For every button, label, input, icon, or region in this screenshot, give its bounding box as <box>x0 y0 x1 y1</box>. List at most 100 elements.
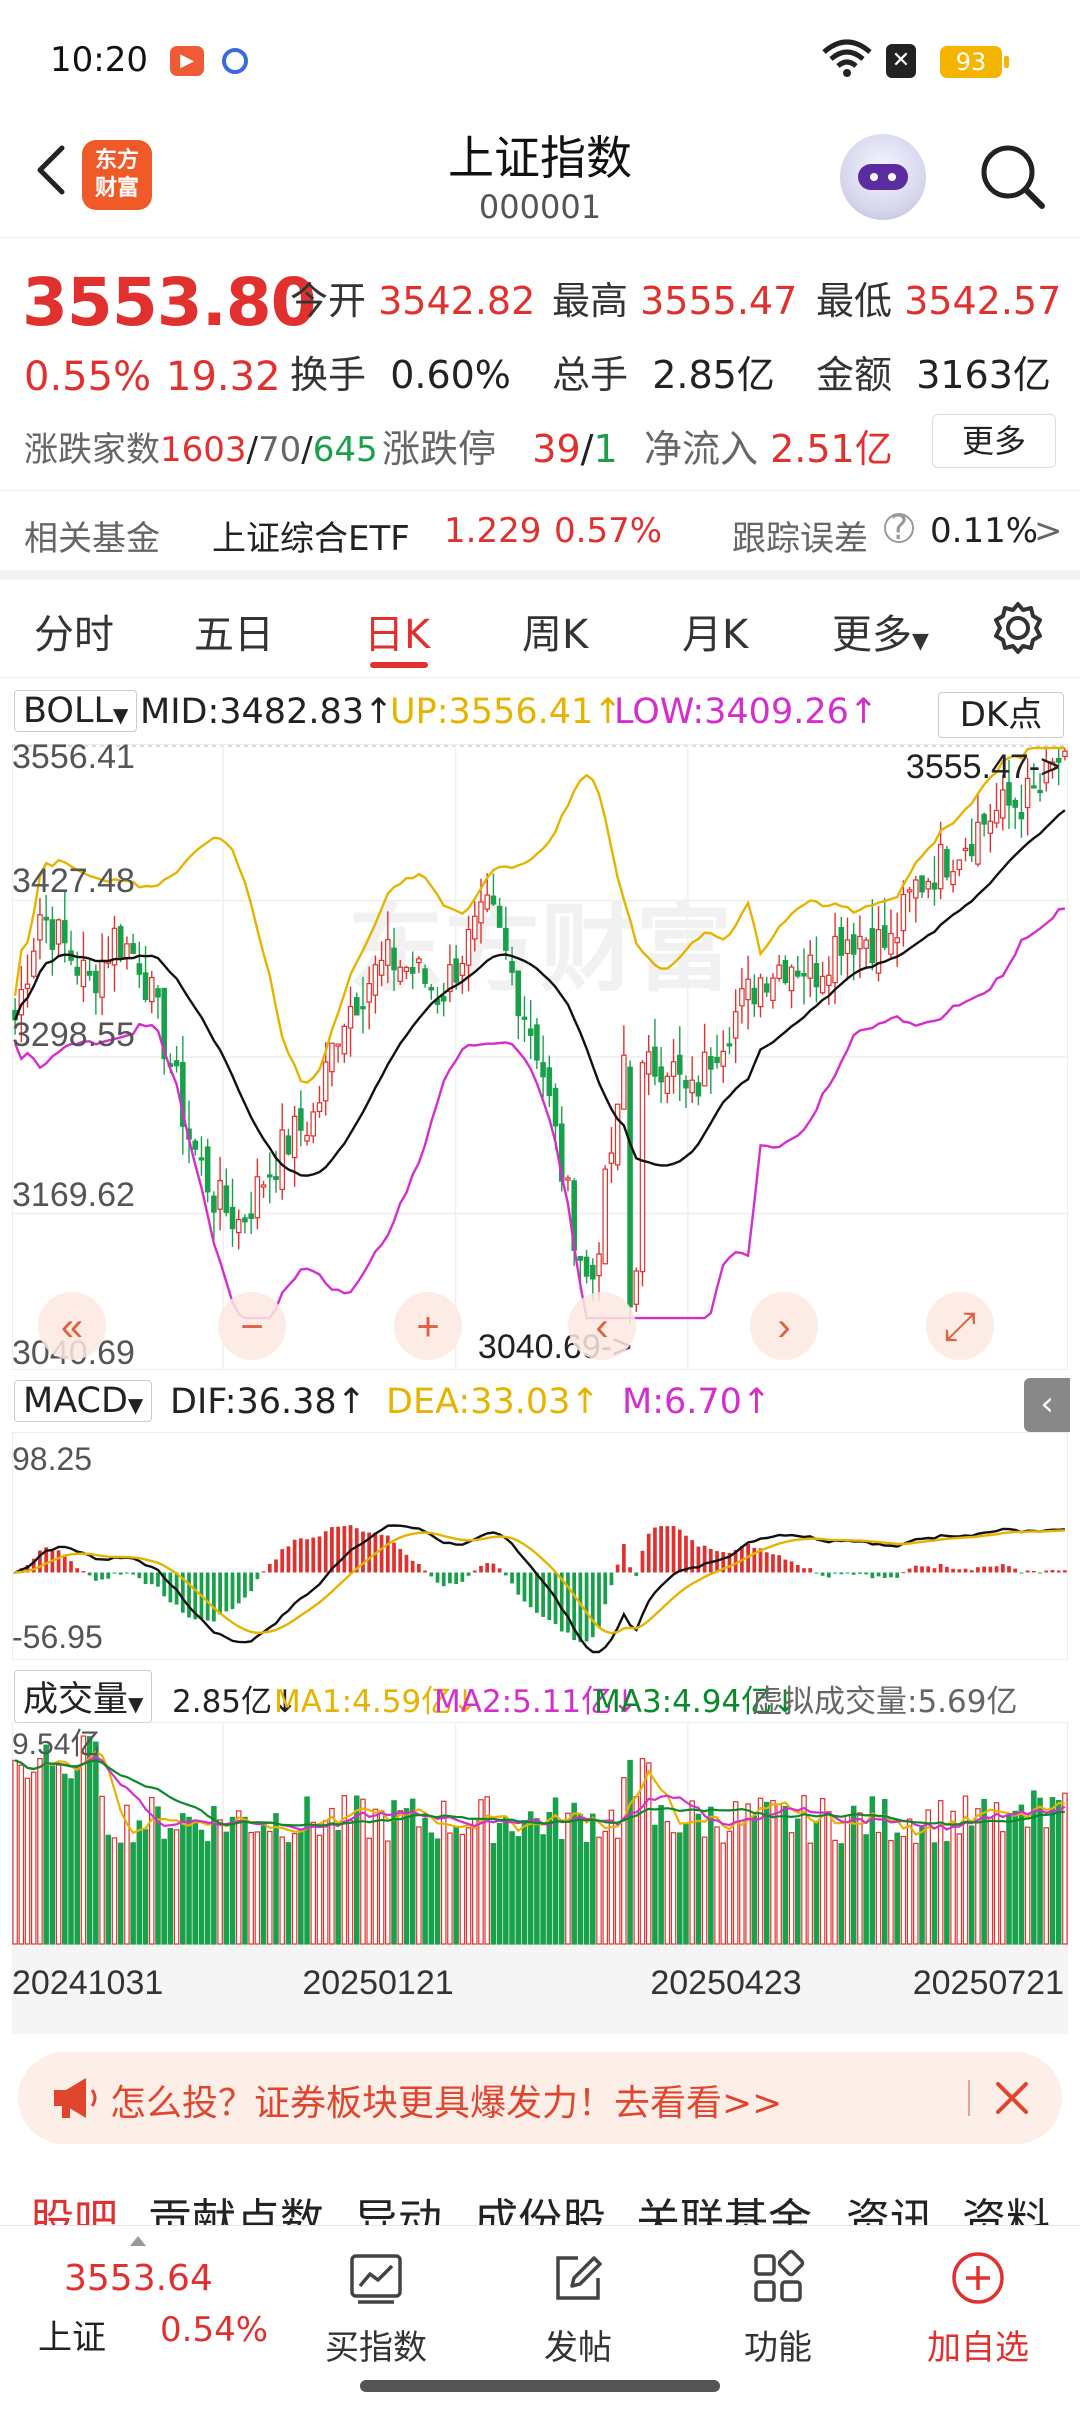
macd-bar <box>1007 1566 1011 1573</box>
candle-body <box>192 1140 199 1150</box>
macd-bar <box>193 1572 198 1620</box>
tab-related-funds[interactable]: 关联基金 <box>636 2195 812 2230</box>
active-tab-indicator <box>370 662 428 668</box>
related-fund-row[interactable]: 相关基金 上证综合ETF 1.229 0.57% 跟踪误差 ? 0.11% > <box>0 490 1080 580</box>
volume-bar <box>577 1814 584 1945</box>
macd-bar <box>342 1526 347 1573</box>
macd-bar <box>404 1554 409 1573</box>
macd-bar <box>143 1572 148 1584</box>
tab-more[interactable]: 更多▼ <box>832 602 929 660</box>
control-glyph: − <box>240 1305 263 1349</box>
candle-body <box>447 964 453 993</box>
volume-bar <box>360 1798 366 1945</box>
tab-profile[interactable]: 资料 <box>962 2195 1050 2230</box>
macd-bar <box>162 1572 167 1597</box>
volume-bar <box>540 1834 546 1945</box>
collapse-panel-icon[interactable]: ‹ <box>1024 1378 1070 1432</box>
buy-index-button[interactable]: 买指数 <box>306 2248 446 2369</box>
volume-ma1-value: MA1:4.59亿 <box>274 1684 453 1720</box>
expand-up-icon[interactable] <box>130 2236 146 2246</box>
macd-bar <box>746 1543 750 1573</box>
tab-weekly-k[interactable]: 周K <box>522 612 589 658</box>
volume-bar <box>242 1816 248 1945</box>
volume-selector[interactable]: 成交量▼ <box>14 1670 153 1723</box>
scroll-right-icon[interactable]: › <box>750 1292 818 1360</box>
grid-apps-icon <box>754 2249 805 2302</box>
control-bg <box>750 1292 818 1360</box>
post-button[interactable]: 发帖 <box>508 2248 648 2369</box>
volume-bar <box>440 1800 447 1945</box>
macd-grid <box>12 1432 1068 1660</box>
volume-bar <box>975 1808 981 1945</box>
volume-bar <box>894 1832 900 1945</box>
tab-contribution[interactable]: 贡献点数 <box>148 2195 324 2230</box>
mini-quote-name: 上证 <box>38 2318 106 2358</box>
candle-body <box>465 928 472 966</box>
tab-constituents[interactable]: 成份股 <box>474 2195 606 2230</box>
close-icon[interactable] <box>988 2074 1036 2122</box>
volume-top-label: 9.54亿 <box>12 1728 100 1761</box>
candle-body <box>55 919 62 945</box>
macd-bar <box>727 1552 732 1573</box>
candle-body <box>173 1060 180 1067</box>
scroll-left-icon[interactable]: ‹ <box>568 1292 636 1360</box>
volume-bar <box>490 1843 497 1945</box>
macd-bar <box>789 1561 794 1573</box>
candle-body <box>652 1046 658 1077</box>
chart-controls: « − + ‹ › ⤢ <box>38 1292 994 1360</box>
candle-body <box>472 915 478 940</box>
y-axis-label: 3556.41 <box>12 744 135 776</box>
tab-monthly-k[interactable]: 月K <box>682 612 749 658</box>
candle-body <box>676 1054 683 1075</box>
advancers: 1603 <box>160 430 247 470</box>
macd-bar <box>510 1572 514 1584</box>
tab-news[interactable]: 资讯 <box>846 2195 934 2230</box>
tab-five-day[interactable]: 五日 <box>194 612 274 658</box>
eastmoney-logo[interactable]: 东方 财富 <box>82 140 152 210</box>
edit-icon <box>556 2256 602 2300</box>
tab-daily-k[interactable]: 日K <box>364 612 431 658</box>
volume-bar <box>590 1813 596 1945</box>
volume-ma-lines <box>14 1750 1066 1836</box>
volume-bar <box>1062 1792 1068 1945</box>
back-arrow-icon[interactable] <box>24 140 84 200</box>
fullscreen-icon[interactable]: ⤢ <box>926 1292 994 1360</box>
candle-body <box>770 977 776 1002</box>
zoom-out-icon[interactable]: − <box>218 1292 286 1360</box>
candle-body <box>124 943 130 959</box>
candle-body <box>714 1056 720 1064</box>
promo-banner[interactable]: 怎么投？证券板块更具爆发力！去看看>> <box>18 2052 1062 2144</box>
macd-bar <box>566 1572 570 1633</box>
candle-body <box>378 959 385 976</box>
functions-button[interactable]: 功能 <box>708 2248 848 2369</box>
more-button[interactable]: 更多 <box>932 414 1056 468</box>
macd-bar <box>298 1538 303 1573</box>
high-label: 最高 <box>552 279 629 323</box>
boll-selector[interactable]: BOLL▼ <box>14 690 138 732</box>
tab-anomaly[interactable]: 异动 <box>354 2195 442 2230</box>
tab-guba[interactable]: 股吧 <box>30 2195 118 2230</box>
gear-icon[interactable] <box>990 600 1046 656</box>
add-watchlist-button[interactable]: 加自选 <box>908 2248 1048 2369</box>
macd-bar <box>485 1563 490 1573</box>
volume-bar <box>12 1759 18 1945</box>
scroll-left-fast-icon[interactable]: « <box>38 1292 106 1360</box>
assistant-robot-icon[interactable] <box>840 134 926 220</box>
dif-line <box>14 1524 1065 1654</box>
zoom-in-icon[interactable]: + <box>394 1292 462 1360</box>
candle-body <box>1049 761 1056 771</box>
macd-bar <box>584 1572 589 1642</box>
kline-chart[interactable]: 东方财富 3556.413427.483298.553169.623040.69… <box>12 744 1068 1370</box>
y-axis-label: 3169.62 <box>12 1176 135 1214</box>
candle-body <box>739 988 745 1007</box>
candle-body <box>602 1168 608 1265</box>
macd-selector[interactable]: MACD▼ <box>14 1380 153 1422</box>
macd-bar <box>118 1572 123 1575</box>
dk-point-button[interactable]: DK点 <box>938 692 1064 738</box>
boll-mid: MID:3482.83↑ <box>140 692 394 732</box>
volume-value: 2.85亿↓ <box>172 1684 299 1720</box>
search-icon[interactable] <box>976 140 1048 212</box>
unchanged: 70 <box>258 430 302 470</box>
tab-intraday[interactable]: 分时 <box>34 612 114 658</box>
help-icon[interactable]: ? <box>884 511 914 545</box>
